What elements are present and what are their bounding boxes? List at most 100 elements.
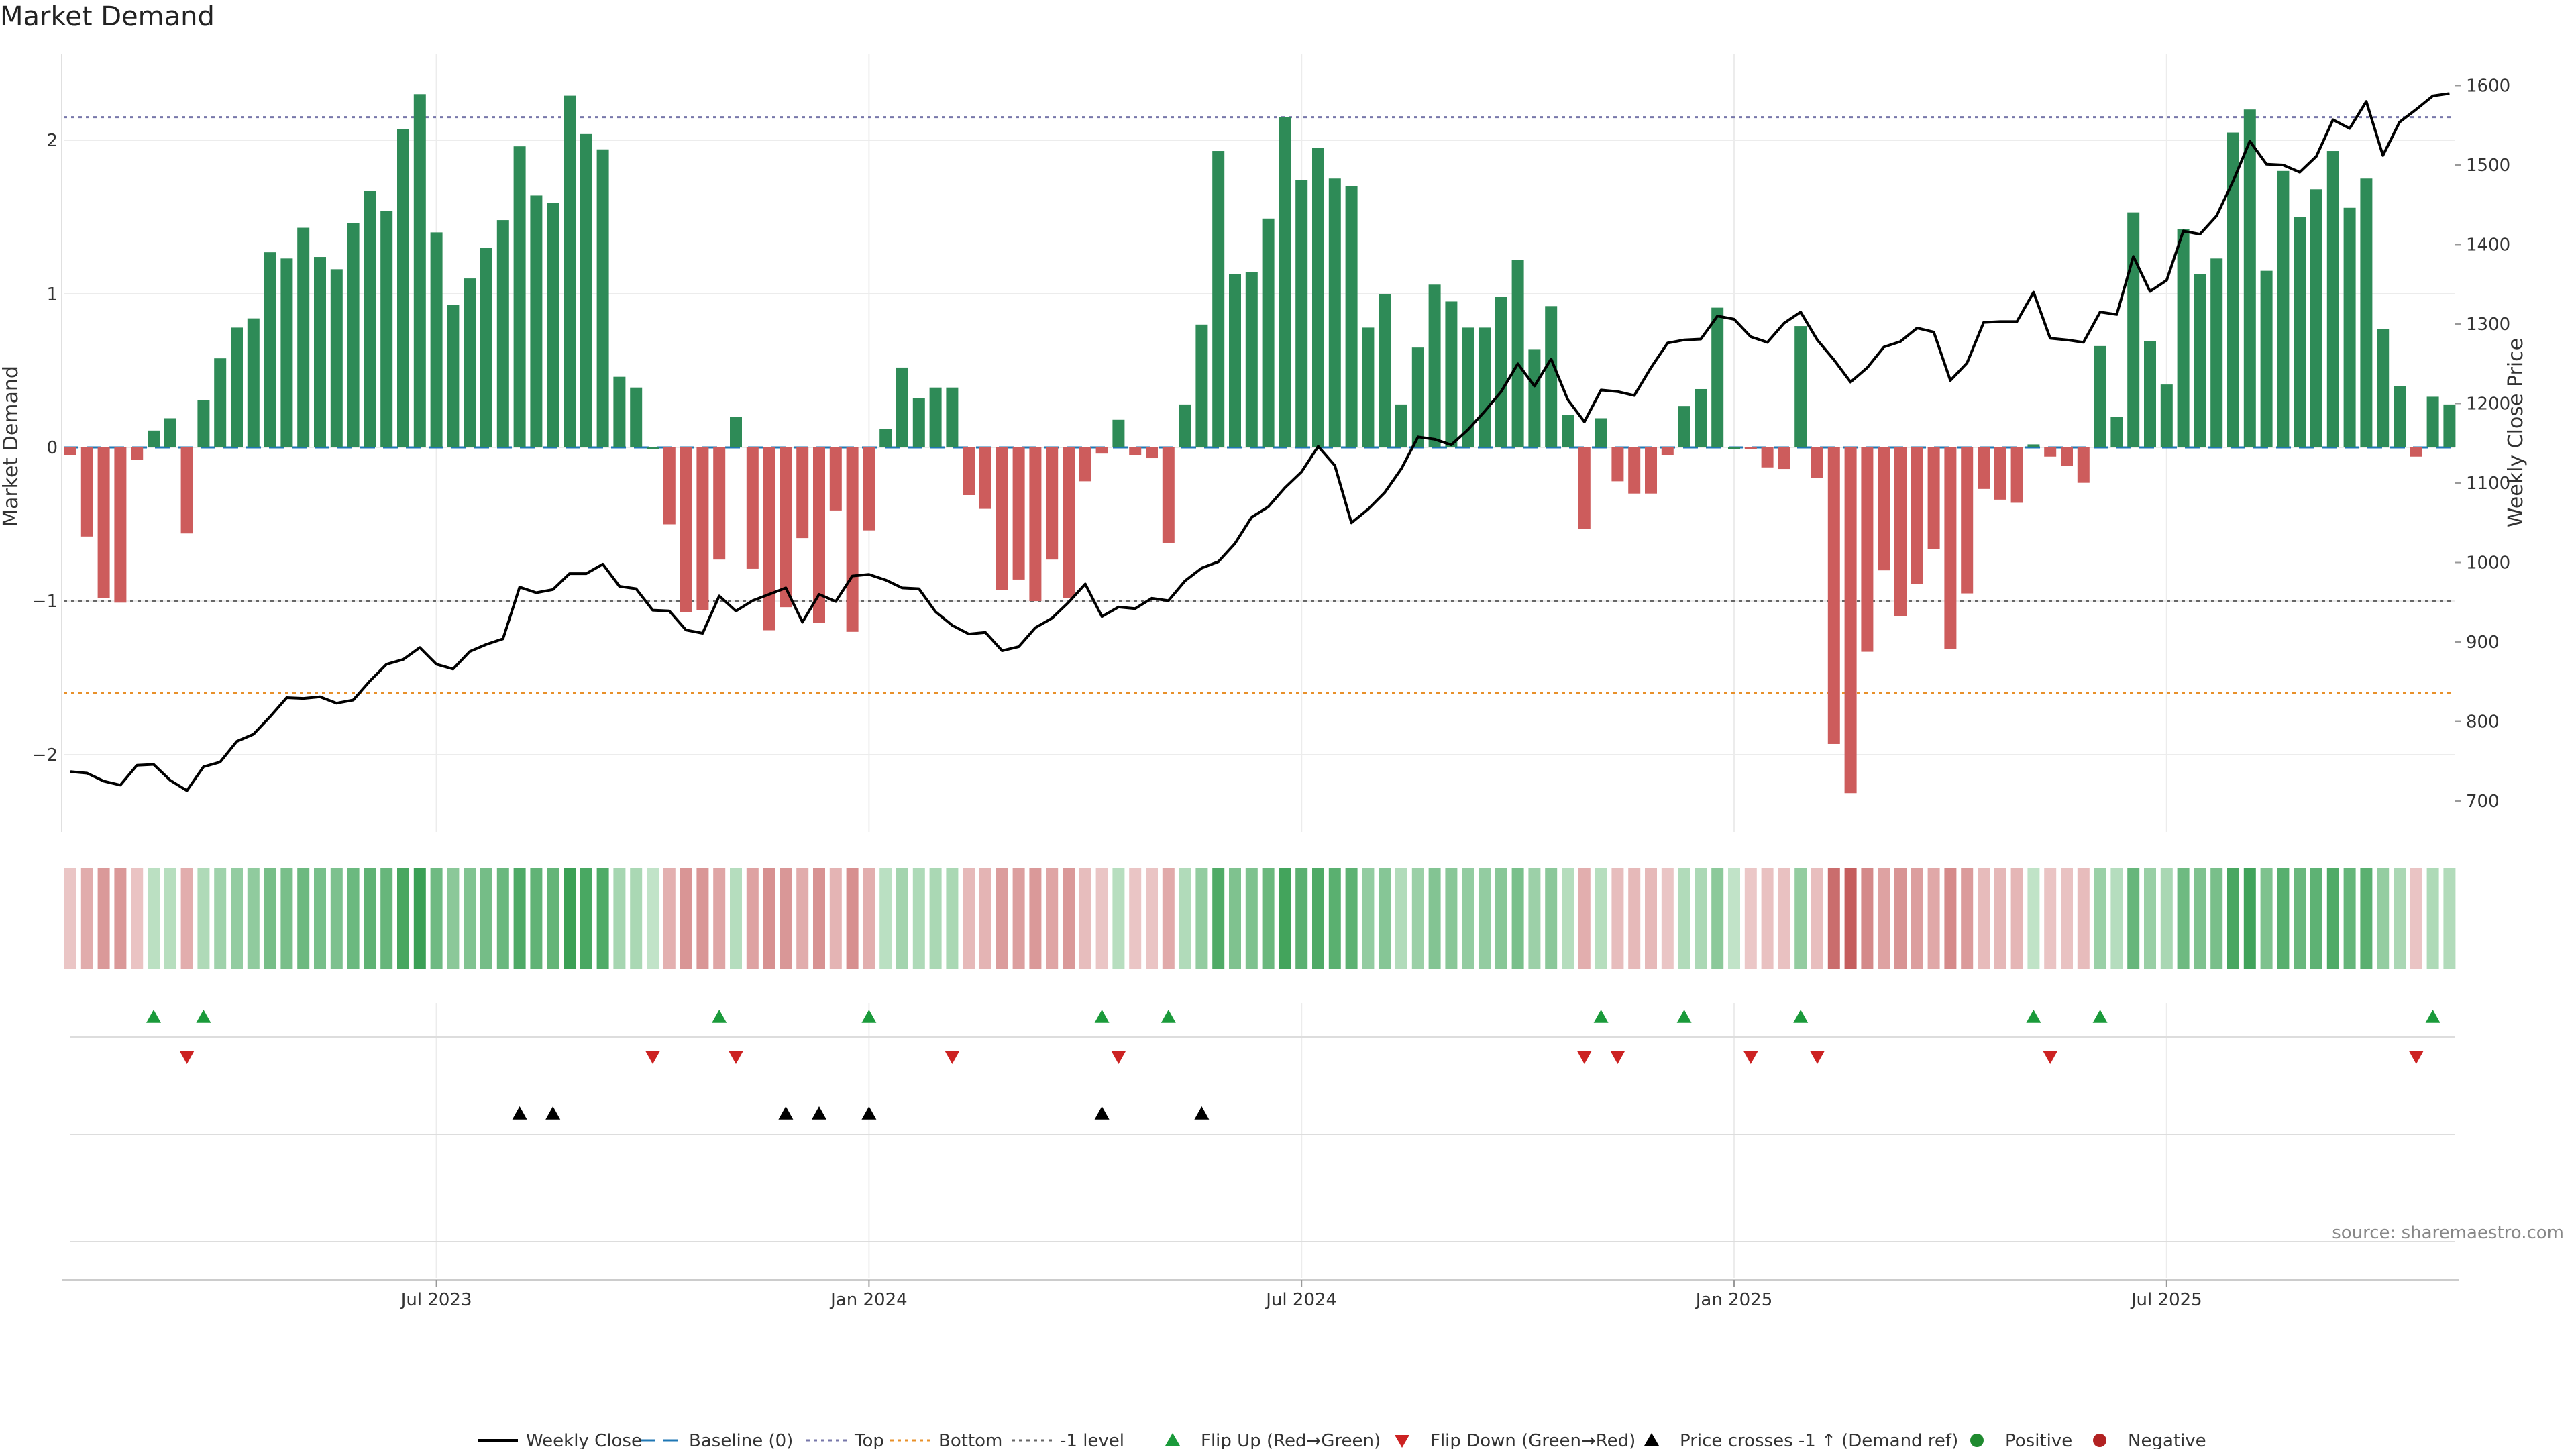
heat-strip-cell: [1079, 868, 1091, 969]
demand-bar: [2127, 212, 2140, 447]
heat-strip-cell: [180, 868, 193, 969]
heat-strip-cell: [613, 868, 626, 969]
y-left-tick-label: −2: [32, 745, 58, 765]
demand-bar: [1961, 447, 1974, 594]
heat-strip-cell: [2144, 868, 2156, 969]
demand-bar: [2410, 447, 2422, 457]
demand-bar: [1927, 447, 1940, 549]
heat-strip-cell: [1661, 868, 1674, 969]
heat-strip-cell: [464, 868, 476, 969]
heat-strip-cell: [1744, 868, 1757, 969]
legend-label: Negative: [2128, 1431, 2206, 1449]
heat-strip-cell: [2177, 868, 2190, 969]
heat-strip-cell: [912, 868, 925, 969]
heat-strip-cell: [1611, 868, 1624, 969]
demand-bar: [630, 387, 643, 447]
demand-bar: [330, 269, 343, 447]
heat-strip-cell: [1894, 868, 1907, 969]
legend-label: Flip Up (Red→Green): [1201, 1431, 1381, 1449]
demand-bar: [580, 133, 592, 447]
demand-bar: [1661, 447, 1674, 455]
demand-bar: [1179, 404, 1191, 447]
demand-bar: [730, 417, 742, 447]
heat-strip-cell: [1645, 868, 1657, 969]
demand-bar: [231, 327, 243, 447]
heat-strip-cell: [1562, 868, 1574, 969]
heat-strip-cell: [1162, 868, 1175, 969]
demand-bar: [863, 447, 875, 531]
heat-strip-cell: [1328, 868, 1341, 969]
price-cross-marker: [1094, 1106, 1110, 1120]
heat-strip-cell: [896, 868, 908, 969]
heat-strip-cell: [979, 868, 991, 969]
heat-strip-cell: [1395, 868, 1407, 969]
y-left-tick-label: 1: [46, 284, 58, 305]
heat-strip-cell: [2160, 868, 2173, 969]
legend-swatch: [1165, 1433, 1180, 1446]
y-left-ticks: −2 −1 0 1 2: [32, 131, 58, 765]
demand-bar: [1046, 447, 1059, 560]
demand-bar: [1195, 324, 1208, 447]
demand-bar: [1878, 447, 1890, 571]
price-cross-marker: [512, 1106, 527, 1120]
flip-down-marker: [729, 1051, 743, 1064]
demand-bar: [430, 232, 443, 447]
flip-up-marker: [2425, 1010, 2440, 1023]
demand-bar: [2027, 444, 2040, 447]
heat-strip-cell: [480, 868, 492, 969]
demand-bar: [746, 447, 759, 569]
heat-strip-cell: [746, 868, 759, 969]
demand-bar: [1695, 388, 1707, 447]
heat-strip-cell: [1229, 868, 1241, 969]
demand-bar: [1811, 447, 1823, 478]
legend-item: Negative: [2093, 1431, 2206, 1449]
heat-strip-cell: [1861, 868, 1874, 969]
heat-strip-cell: [131, 868, 144, 969]
price-cross-marker: [861, 1106, 877, 1120]
demand-bar: [2294, 217, 2306, 447]
flip-down-marker: [1810, 1051, 1825, 1064]
y-right-tick-label: 1600: [2466, 76, 2510, 97]
heat-strip-cell: [447, 868, 460, 969]
heat-strip-cell: [2410, 868, 2422, 969]
heat-strip-cell: [1362, 868, 1375, 969]
demand-bar: [1328, 178, 1341, 447]
heat-strip-cell: [1827, 868, 1840, 969]
demand-bar: [1578, 447, 1591, 529]
heat-strip-cell: [1628, 868, 1641, 969]
heat-strip-cell: [1994, 868, 2006, 969]
heat-strip-cell: [1195, 868, 1208, 969]
demand-bar: [1162, 447, 1175, 543]
demand-bar: [1279, 117, 1291, 447]
heat-strip-cell: [796, 868, 809, 969]
heat-strip-cell: [1462, 868, 1474, 969]
legend-item: Positive: [1970, 1431, 2072, 1449]
heat-strip-cell: [1445, 868, 1458, 969]
demand-bar: [1146, 447, 1158, 459]
flip-down-marker: [1610, 1051, 1625, 1064]
heat-strip-cell: [596, 868, 609, 969]
x-tick-label: Jul 2023: [400, 1290, 472, 1310]
demand-bar: [780, 447, 792, 608]
demand-bar: [2061, 447, 2073, 466]
y-right-tick-label: 900: [2466, 633, 2500, 653]
heat-strip-cell: [1262, 868, 1275, 969]
heat-strip-cell: [1012, 868, 1025, 969]
demand-bar: [264, 252, 276, 447]
heat-strip-cell: [1295, 868, 1308, 969]
demand-bar: [2077, 447, 2090, 483]
demand-bars: [64, 94, 2456, 794]
legend-item: Weekly Close: [478, 1431, 642, 1449]
heat-strip-cell: [2310, 868, 2322, 969]
demand-bar: [763, 447, 775, 631]
heat-strip-cell: [1345, 868, 1358, 969]
heat-strip-cell: [1212, 868, 1225, 969]
flip-down-marker: [1111, 1051, 1126, 1064]
flip-up-marker: [196, 1010, 211, 1023]
demand-bar: [979, 447, 991, 509]
demand-bar: [2443, 404, 2456, 447]
demand-bar: [879, 429, 892, 447]
demand-bar: [164, 418, 176, 447]
demand-bar: [180, 447, 193, 534]
